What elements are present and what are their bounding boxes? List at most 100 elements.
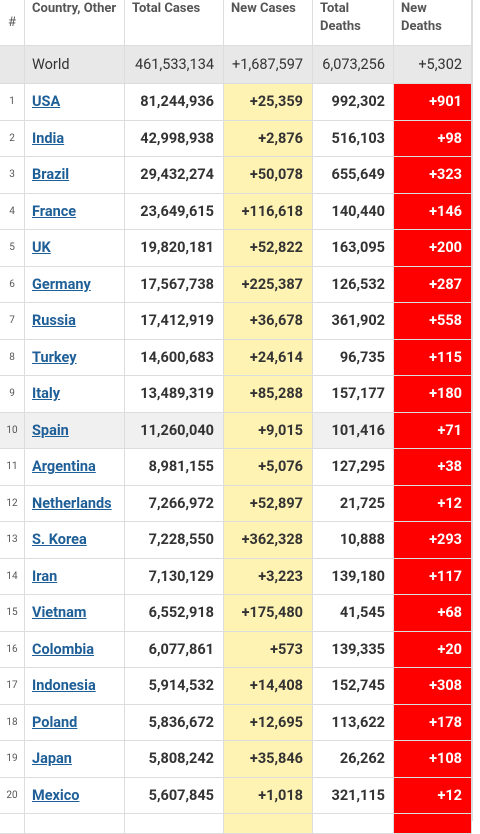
partial-row [0,814,472,834]
total-deaths-cell: 139,335 [313,631,394,667]
country-link[interactable]: India [32,129,65,147]
total-deaths-cell: 140,440 [313,193,394,229]
new-cases-cell: +24,614 [224,339,313,375]
rank-cell: 2 [0,120,25,156]
new-cases-cell: +1,018 [224,777,313,813]
country-link[interactable]: Colombia [32,640,95,658]
total-cases-cell: 5,607,845 [125,777,224,813]
country-link[interactable]: Spain [32,421,69,439]
header-cell[interactable]: New Deaths [394,0,472,45]
new-cases-cell: +12,695 [224,704,313,740]
rank-cell: 11 [0,449,25,485]
new-cases-cell: +5,076 [224,449,313,485]
country-row: 15 Vietnam 6,552,918 +175,480 41,545 +68 [0,595,472,632]
country-link[interactable]: Vietnam [32,604,87,622]
country-row: 2 India 42,998,938 +2,876 516,103 +98 [0,120,472,157]
new-deaths-cell: +108 [394,741,472,777]
empty-cell [25,814,125,833]
world-cell: World [25,46,125,83]
country-cell: France [25,193,125,229]
world-row: World 461,533,134 +1,687,597 6,073,256 +5,30… [0,46,472,84]
country-cell: Netherlands [25,485,125,521]
country-cell: Spain [25,412,125,448]
country-link[interactable]: Netherlands [32,494,112,512]
new-cases-cell: +52,897 [224,485,313,521]
country-link[interactable]: Brazil [32,166,70,184]
country-row: 8 Turkey 14,600,683 +24,614 96,735 +115 [0,339,472,376]
country-row: 10 Spain 11,260,040 +9,015 101,416 +71 [0,412,472,449]
country-row: 20 Mexico 5,607,845 +1,018 321,115 +12 [0,777,472,814]
country-cell: Argentina [25,449,125,485]
country-row: 3 Brazil 29,432,274 +50,078 655,649 +323 [0,157,472,194]
total-deaths-cell: 21,725 [313,485,394,521]
country-link[interactable]: Italy [32,385,61,403]
rank-cell: 8 [0,339,25,375]
rank-cell: 1 [0,84,25,120]
country-row: 7 Russia 17,412,919 +36,678 361,902 +558 [0,303,472,340]
country-row: 14 Iran 7,130,129 +3,223 139,180 +117 [0,558,472,595]
total-cases-cell: 14,600,683 [125,339,224,375]
country-cell: Mexico [25,777,125,813]
new-deaths-cell: +293 [394,522,472,558]
new-cases-cell: +52,822 [224,230,313,266]
country-row: 1 USA 81,244,936 +25,359 992,302 +901 [0,84,472,121]
country-link[interactable]: Turkey [32,348,77,366]
total-cases-cell: 6,552,918 [125,595,224,631]
rank-cell: 18 [0,704,25,740]
new-deaths-cell: +71 [394,412,472,448]
new-cases-cell: +9,015 [224,412,313,448]
total-cases-cell: 5,914,532 [125,668,224,704]
country-cell: UK [25,230,125,266]
new-cases-cell: +362,328 [224,522,313,558]
total-cases-cell: 81,244,936 [125,84,224,120]
total-deaths-cell: 152,745 [313,668,394,704]
country-link[interactable]: France [32,202,77,220]
rank-cell: 13 [0,522,25,558]
country-cell: Russia [25,303,125,339]
new-deaths-cell: +901 [394,84,472,120]
total-cases-cell: 23,649,615 [125,193,224,229]
country-link[interactable]: USA [32,93,61,111]
new-cases-cell: +14,408 [224,668,313,704]
country-link[interactable]: Germany [32,275,91,293]
country-cell: Colombia [25,631,125,667]
country-link[interactable]: Iran [32,567,58,585]
total-deaths-cell: 655,649 [313,157,394,193]
new-deaths-cell: +68 [394,595,472,631]
new-cases-cell: +36,678 [224,303,313,339]
rank-cell: 14 [0,558,25,594]
new-cases-cell: +225,387 [224,266,313,302]
rank-cell: 19 [0,741,25,777]
header-cell[interactable]: New Cases [224,0,313,45]
total-deaths-cell: 992,302 [313,84,394,120]
rank-cell: 6 [0,266,25,302]
country-row: 13 S. Korea 7,228,550 +362,328 10,888 +293 [0,522,472,559]
header-cell[interactable]: Total Cases [125,0,224,45]
header-cell[interactable]: Total Deaths [313,0,394,45]
new-deaths-cell: +12 [394,777,472,813]
country-link[interactable]: Russia [32,312,76,330]
total-cases-cell: 29,432,274 [125,157,224,193]
world-cell: 6,073,256 [313,46,394,83]
country-row: 5 UK 19,820,181 +52,822 163,095 +200 [0,230,472,267]
new-deaths-cell: +180 [394,376,472,412]
country-link[interactable]: Argentina [32,458,96,476]
total-deaths-cell: 157,177 [313,376,394,412]
country-cell: Japan [25,741,125,777]
rank-cell: 3 [0,157,25,193]
world-cell: +5,302 [394,46,472,83]
country-cell: Iran [25,558,125,594]
country-cell: USA [25,84,125,120]
empty-cell [125,814,224,833]
country-link[interactable]: UK [32,239,51,257]
country-link[interactable]: Mexico [32,786,80,804]
country-link[interactable]: Poland [32,713,78,731]
country-link[interactable]: Japan [32,750,72,768]
country-link[interactable]: S. Korea [32,531,87,549]
total-deaths-cell: 96,735 [313,339,394,375]
country-row: 19 Japan 5,808,242 +35,846 26,262 +108 [0,741,472,778]
new-deaths-cell: +38 [394,449,472,485]
total-deaths-cell: 139,180 [313,558,394,594]
rank-cell: 15 [0,595,25,631]
country-link[interactable]: Indonesia [32,677,96,695]
